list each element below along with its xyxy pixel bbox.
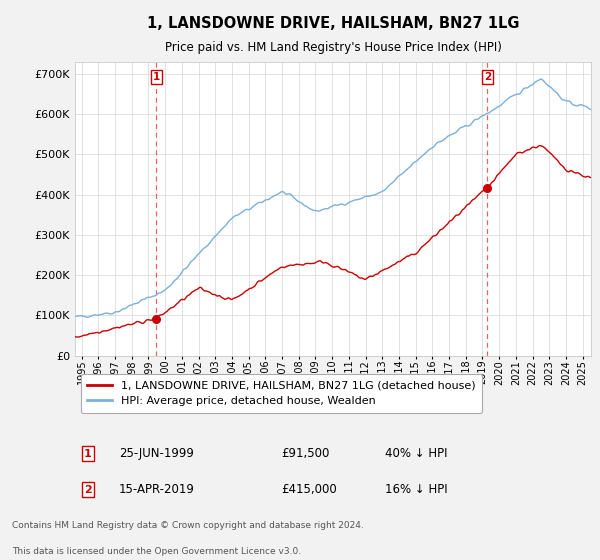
Text: 1: 1 [84,449,92,459]
Text: 40% ↓ HPI: 40% ↓ HPI [385,447,447,460]
Text: 1: 1 [153,72,160,82]
Text: Price paid vs. HM Land Registry's House Price Index (HPI): Price paid vs. HM Land Registry's House … [164,41,502,54]
Text: 15-APR-2019: 15-APR-2019 [119,483,195,496]
Text: 2: 2 [484,72,491,82]
Text: 1, LANSDOWNE DRIVE, HAILSHAM, BN27 1LG: 1, LANSDOWNE DRIVE, HAILSHAM, BN27 1LG [147,16,519,31]
Legend: 1, LANSDOWNE DRIVE, HAILSHAM, BN27 1LG (detached house), HPI: Average price, det: 1, LANSDOWNE DRIVE, HAILSHAM, BN27 1LG (… [80,374,482,413]
Text: 25-JUN-1999: 25-JUN-1999 [119,447,194,460]
Text: £415,000: £415,000 [281,483,337,496]
Text: 16% ↓ HPI: 16% ↓ HPI [385,483,447,496]
Text: 2: 2 [84,484,92,494]
Text: Contains HM Land Registry data © Crown copyright and database right 2024.: Contains HM Land Registry data © Crown c… [12,521,364,530]
Text: £91,500: £91,500 [281,447,330,460]
Text: This data is licensed under the Open Government Licence v3.0.: This data is licensed under the Open Gov… [12,547,301,556]
